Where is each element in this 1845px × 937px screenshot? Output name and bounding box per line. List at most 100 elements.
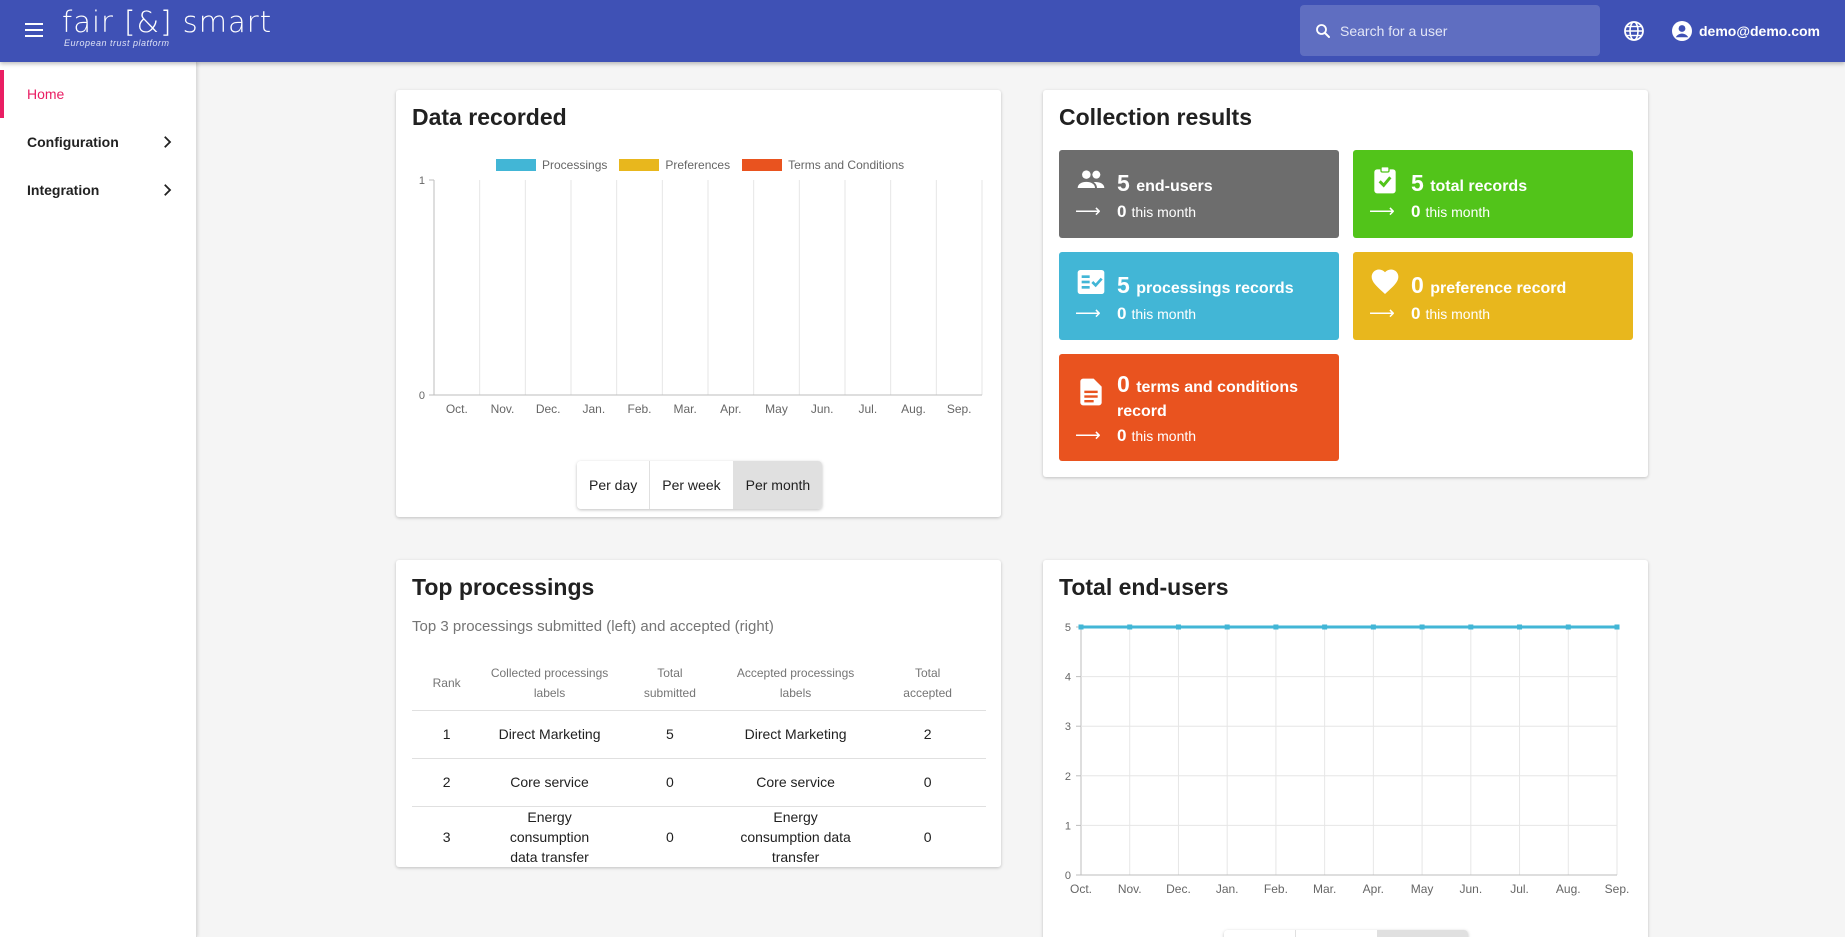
x-tick-label: Dec.: [536, 402, 561, 416]
sidebar-item-configuration[interactable]: Configuration: [0, 118, 196, 166]
arrow-right-icon: ⟶: [1369, 201, 1395, 221]
checklist-icon: [1077, 270, 1105, 294]
table-cell: 3: [442, 828, 451, 845]
table-cell: 0: [923, 828, 932, 845]
x-tick-label: Jul.: [858, 402, 877, 416]
arrow-right-icon: ⟶: [1369, 303, 1395, 323]
logo[interactable]: fair [&] smart European trust platform: [62, 6, 272, 48]
tile-processings-records[interactable]: 5 processings records ⟶ 0 this month: [1059, 252, 1339, 340]
tile-month-label: this month: [1131, 203, 1197, 220]
tile-label: end-users: [1136, 178, 1213, 195]
card-title: Total end-users: [1059, 574, 1229, 600]
menu-icon[interactable]: [22, 19, 46, 43]
x-tick-label: Sep.: [1605, 882, 1630, 896]
table-cell: 5: [617, 710, 722, 759]
table-cell: Direct Marketing: [721, 710, 870, 759]
collection-results-card: Collection results 5 end-users ⟶ 0 this mo…: [1043, 90, 1648, 477]
x-tick-label: Feb.: [627, 402, 651, 416]
tile-month-label: this month: [1425, 305, 1491, 322]
tile-label: terms and conditions record: [1117, 379, 1298, 420]
per-week-button-partial[interactable]: [1296, 930, 1378, 937]
x-tick-label: Mar.: [673, 402, 696, 416]
x-tick-label: Jan.: [582, 402, 605, 416]
column-header[interactable]: Accepted processings labels: [721, 656, 870, 711]
tile-count: 0: [1117, 371, 1130, 397]
tile-total-records[interactable]: 5 total records ⟶ 0 this month: [1353, 150, 1633, 238]
data-point: [1127, 624, 1133, 630]
tile-terms-record[interactable]: 0 terms and conditions record ⟶ 0 this mon…: [1059, 354, 1339, 461]
column-header[interactable]: Rank: [412, 656, 482, 711]
data-point: [1419, 624, 1425, 630]
column-header[interactable]: Total accepted: [869, 656, 986, 711]
table-cell: Core service: [721, 758, 870, 807]
y-tick-label: 0: [419, 390, 425, 402]
tile-count: 5: [1117, 170, 1130, 196]
data-point: [1517, 624, 1523, 630]
y-tick-label: 1: [1065, 820, 1071, 832]
card-title: Collection results: [1059, 104, 1252, 130]
tile-preference-record[interactable]: 0 preference record ⟶ 0 this month: [1353, 252, 1633, 340]
data-point: [1273, 624, 1279, 630]
x-tick-label: May: [765, 402, 788, 416]
data-point: [1565, 624, 1571, 630]
clipboard-check-icon: [1374, 166, 1396, 194]
search-box[interactable]: [1300, 5, 1600, 56]
x-tick-label: Dec.: [1166, 882, 1191, 896]
heart-icon: [1371, 269, 1399, 294]
period-toggle-partial: [1224, 930, 1468, 937]
per-month-button-partial[interactable]: [1378, 930, 1468, 937]
table-cell: 2: [869, 710, 986, 759]
tile-count: 0: [1411, 272, 1424, 298]
data-point: [1614, 624, 1620, 630]
tile-month-label: this month: [1425, 203, 1491, 220]
language-globe-icon[interactable]: [1622, 19, 1646, 48]
x-tick-label: Nov.: [1118, 882, 1142, 896]
data-point: [1322, 624, 1328, 630]
legend-item-terms[interactable]: Terms and Conditions: [742, 158, 904, 172]
logo-text: fair [&] smart: [62, 5, 273, 39]
data-point: [1175, 624, 1181, 630]
arrow-right-icon: ⟶: [1075, 303, 1101, 323]
table-row: 2 Core service 0 Core service 0: [412, 758, 986, 807]
user-account-menu[interactable]: demo@demo.com: [1670, 19, 1820, 43]
x-tick-label: Apr.: [1363, 882, 1384, 896]
y-tick-label: 3: [1065, 721, 1071, 733]
chevron-right-icon: [164, 184, 172, 196]
tile-month-count: 0: [1117, 425, 1127, 445]
sidebar-item-label: Configuration: [27, 134, 119, 150]
table-cell: 0: [869, 758, 986, 807]
y-tick-label: 5: [1065, 622, 1071, 634]
search-input[interactable]: [1340, 22, 1580, 39]
table-cell: 0: [617, 758, 722, 807]
table-cell: Direct Marketing: [481, 710, 618, 759]
chart-legend: Processings Preferences Terms and Condit…: [496, 158, 916, 172]
data-recorded-chart: 0 1 Oct. Nov. Dec. Jan. Feb. Mar. Apr. May Jun. Jul…: [419, 175, 983, 416]
per-month-button[interactable]: Per month: [733, 461, 823, 509]
x-tick-label: Nov.: [491, 402, 515, 416]
table-row: 3 Energy consumption data transfer 0 Ene…: [412, 806, 986, 867]
legend-item-processings[interactable]: Processings: [496, 158, 607, 172]
tile-month-count: 0: [1411, 303, 1421, 323]
sidebar-item-home[interactable]: Home: [0, 70, 196, 118]
column-header[interactable]: Collected processings labels: [481, 656, 618, 711]
per-week-button[interactable]: Per week: [650, 461, 734, 509]
per-day-button[interactable]: Per day: [577, 461, 651, 509]
sidebar-item-integration[interactable]: Integration: [0, 166, 196, 214]
card-subtitle: Top 3 processings submitted (left) and a…: [412, 618, 774, 635]
period-toggle: Per day Per week Per month: [577, 461, 823, 509]
tile-end-users[interactable]: 5 end-users ⟶ 0 this month: [1059, 150, 1339, 238]
x-tick-label: Mar.: [1313, 882, 1336, 896]
data-recorded-card: Data recorded Processings Preferences Te…: [396, 90, 1001, 517]
column-header[interactable]: Total submitted: [617, 656, 722, 711]
x-tick-label: Sep.: [947, 402, 972, 416]
tile-month-label: this month: [1131, 305, 1197, 322]
legend-item-preferences[interactable]: Preferences: [619, 158, 730, 172]
x-tick-label: Oct.: [446, 402, 468, 416]
x-tick-label: Aug.: [1556, 882, 1581, 896]
sidebar: Home Configuration Integration: [0, 62, 197, 937]
arrow-right-icon: ⟶: [1075, 201, 1101, 221]
x-tick-label: Oct.: [1070, 882, 1092, 896]
table-row: 1 Direct Marketing 5 Direct Marketing 2: [412, 710, 986, 759]
per-day-button-partial[interactable]: [1224, 930, 1296, 937]
people-icon: [1077, 170, 1105, 188]
